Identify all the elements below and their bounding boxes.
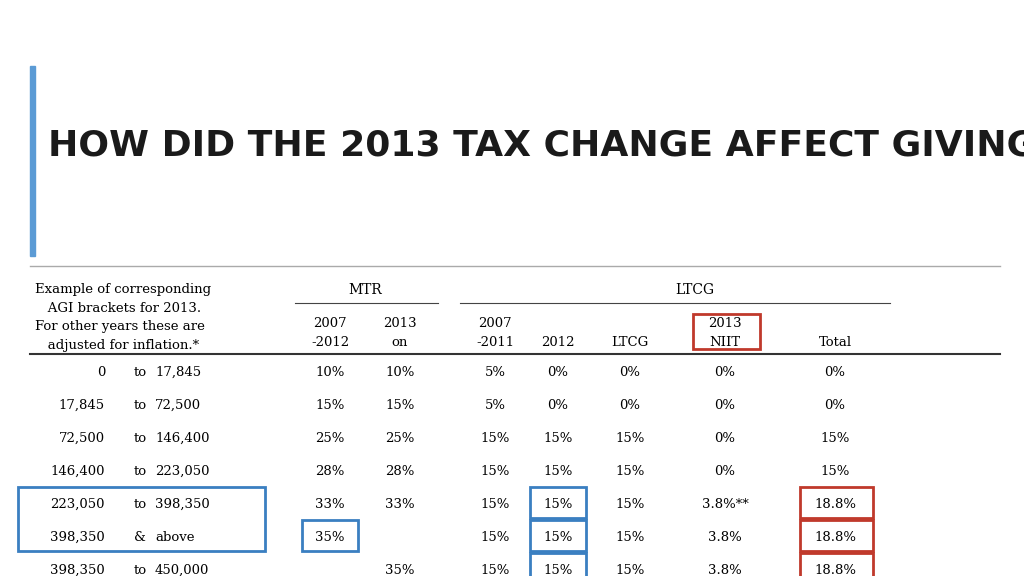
Text: &: & — [134, 530, 146, 544]
Text: 0%: 0% — [620, 399, 640, 412]
Text: 0%: 0% — [715, 366, 735, 378]
Text: 17,845: 17,845 — [155, 366, 201, 378]
Text: 450,000: 450,000 — [155, 564, 209, 576]
Text: 3.8%**: 3.8%** — [701, 498, 749, 511]
Text: to: to — [133, 366, 146, 378]
Text: 5%: 5% — [484, 399, 506, 412]
Text: 10%: 10% — [315, 366, 345, 378]
Text: 223,050: 223,050 — [50, 498, 105, 511]
Text: -2011: -2011 — [476, 336, 514, 349]
Text: 35%: 35% — [315, 530, 345, 544]
Text: 0%: 0% — [620, 366, 640, 378]
Text: 398,350: 398,350 — [50, 530, 105, 544]
Text: Example of corresponding
   AGI brackets for 2013.
For other years these are
   : Example of corresponding AGI brackets fo… — [35, 283, 211, 351]
Text: 2007: 2007 — [313, 317, 347, 330]
Bar — [530, 520, 586, 551]
Text: 18.8%: 18.8% — [814, 498, 856, 511]
Text: 15%: 15% — [544, 431, 572, 445]
Text: to: to — [133, 399, 146, 412]
Bar — [530, 487, 586, 518]
Text: 5%: 5% — [484, 366, 506, 378]
Text: 15%: 15% — [615, 431, 645, 445]
Text: 18.8%: 18.8% — [814, 530, 856, 544]
Text: 25%: 25% — [385, 431, 415, 445]
Text: 2012: 2012 — [542, 336, 574, 349]
Text: to: to — [133, 498, 146, 511]
Text: 3.8%: 3.8% — [709, 530, 741, 544]
Text: 2013: 2013 — [383, 317, 417, 330]
Text: 0%: 0% — [548, 366, 568, 378]
Text: -2012: -2012 — [311, 336, 349, 349]
Text: 15%: 15% — [820, 465, 850, 478]
Text: 15%: 15% — [615, 564, 645, 576]
Text: Total: Total — [818, 336, 852, 349]
Bar — [800, 553, 873, 576]
Text: 15%: 15% — [615, 465, 645, 478]
Text: 15%: 15% — [315, 399, 345, 412]
Text: 15%: 15% — [480, 530, 510, 544]
Text: 28%: 28% — [315, 465, 345, 478]
Text: 17,845: 17,845 — [58, 399, 105, 412]
Text: 72,500: 72,500 — [155, 399, 201, 412]
Text: to: to — [133, 564, 146, 576]
Text: 0%: 0% — [548, 399, 568, 412]
Bar — [302, 520, 358, 551]
Bar — [800, 487, 873, 518]
Text: 15%: 15% — [820, 431, 850, 445]
Text: 10%: 10% — [385, 366, 415, 378]
Text: to: to — [133, 465, 146, 478]
Text: 15%: 15% — [615, 530, 645, 544]
Bar — [693, 314, 760, 349]
Text: 146,400: 146,400 — [50, 465, 105, 478]
Text: 15%: 15% — [385, 399, 415, 412]
Text: 2007: 2007 — [478, 317, 512, 330]
Text: 223,050: 223,050 — [155, 465, 210, 478]
Text: 28%: 28% — [385, 465, 415, 478]
Text: to: to — [133, 431, 146, 445]
Text: NIIT: NIIT — [710, 336, 740, 349]
Text: 33%: 33% — [315, 498, 345, 511]
Text: 15%: 15% — [544, 530, 572, 544]
Text: above: above — [155, 530, 195, 544]
Text: 0%: 0% — [715, 431, 735, 445]
Text: 0: 0 — [96, 366, 105, 378]
Text: 15%: 15% — [480, 498, 510, 511]
Text: 146,400: 146,400 — [155, 431, 210, 445]
Bar — [800, 520, 873, 551]
Text: HOW DID THE 2013 TAX CHANGE AFFECT GIVING?: HOW DID THE 2013 TAX CHANGE AFFECT GIVIN… — [48, 129, 1024, 163]
Text: 0%: 0% — [715, 465, 735, 478]
Bar — [18, 487, 265, 551]
Text: 0%: 0% — [715, 399, 735, 412]
Text: 15%: 15% — [615, 498, 645, 511]
Text: 18.8%: 18.8% — [814, 564, 856, 576]
Text: 15%: 15% — [480, 431, 510, 445]
Bar — [530, 553, 586, 576]
Text: LTCG: LTCG — [611, 336, 648, 349]
Text: 33%: 33% — [385, 498, 415, 511]
Text: 398,350: 398,350 — [155, 498, 210, 511]
Text: 72,500: 72,500 — [58, 431, 105, 445]
Text: 398,350: 398,350 — [50, 564, 105, 576]
Text: 15%: 15% — [480, 465, 510, 478]
Text: on: on — [392, 336, 409, 349]
Text: 15%: 15% — [480, 564, 510, 576]
Text: 15%: 15% — [544, 498, 572, 511]
Text: 3.8%: 3.8% — [709, 564, 741, 576]
Text: LTCG: LTCG — [676, 283, 715, 297]
Text: 15%: 15% — [544, 465, 572, 478]
Text: 0%: 0% — [824, 366, 846, 378]
Bar — [30, 66, 35, 256]
Text: 2013: 2013 — [709, 317, 741, 330]
Text: MTR: MTR — [348, 283, 382, 297]
Text: 25%: 25% — [315, 431, 345, 445]
Text: 15%: 15% — [544, 564, 572, 576]
Text: 0%: 0% — [824, 399, 846, 412]
Text: 35%: 35% — [385, 564, 415, 576]
